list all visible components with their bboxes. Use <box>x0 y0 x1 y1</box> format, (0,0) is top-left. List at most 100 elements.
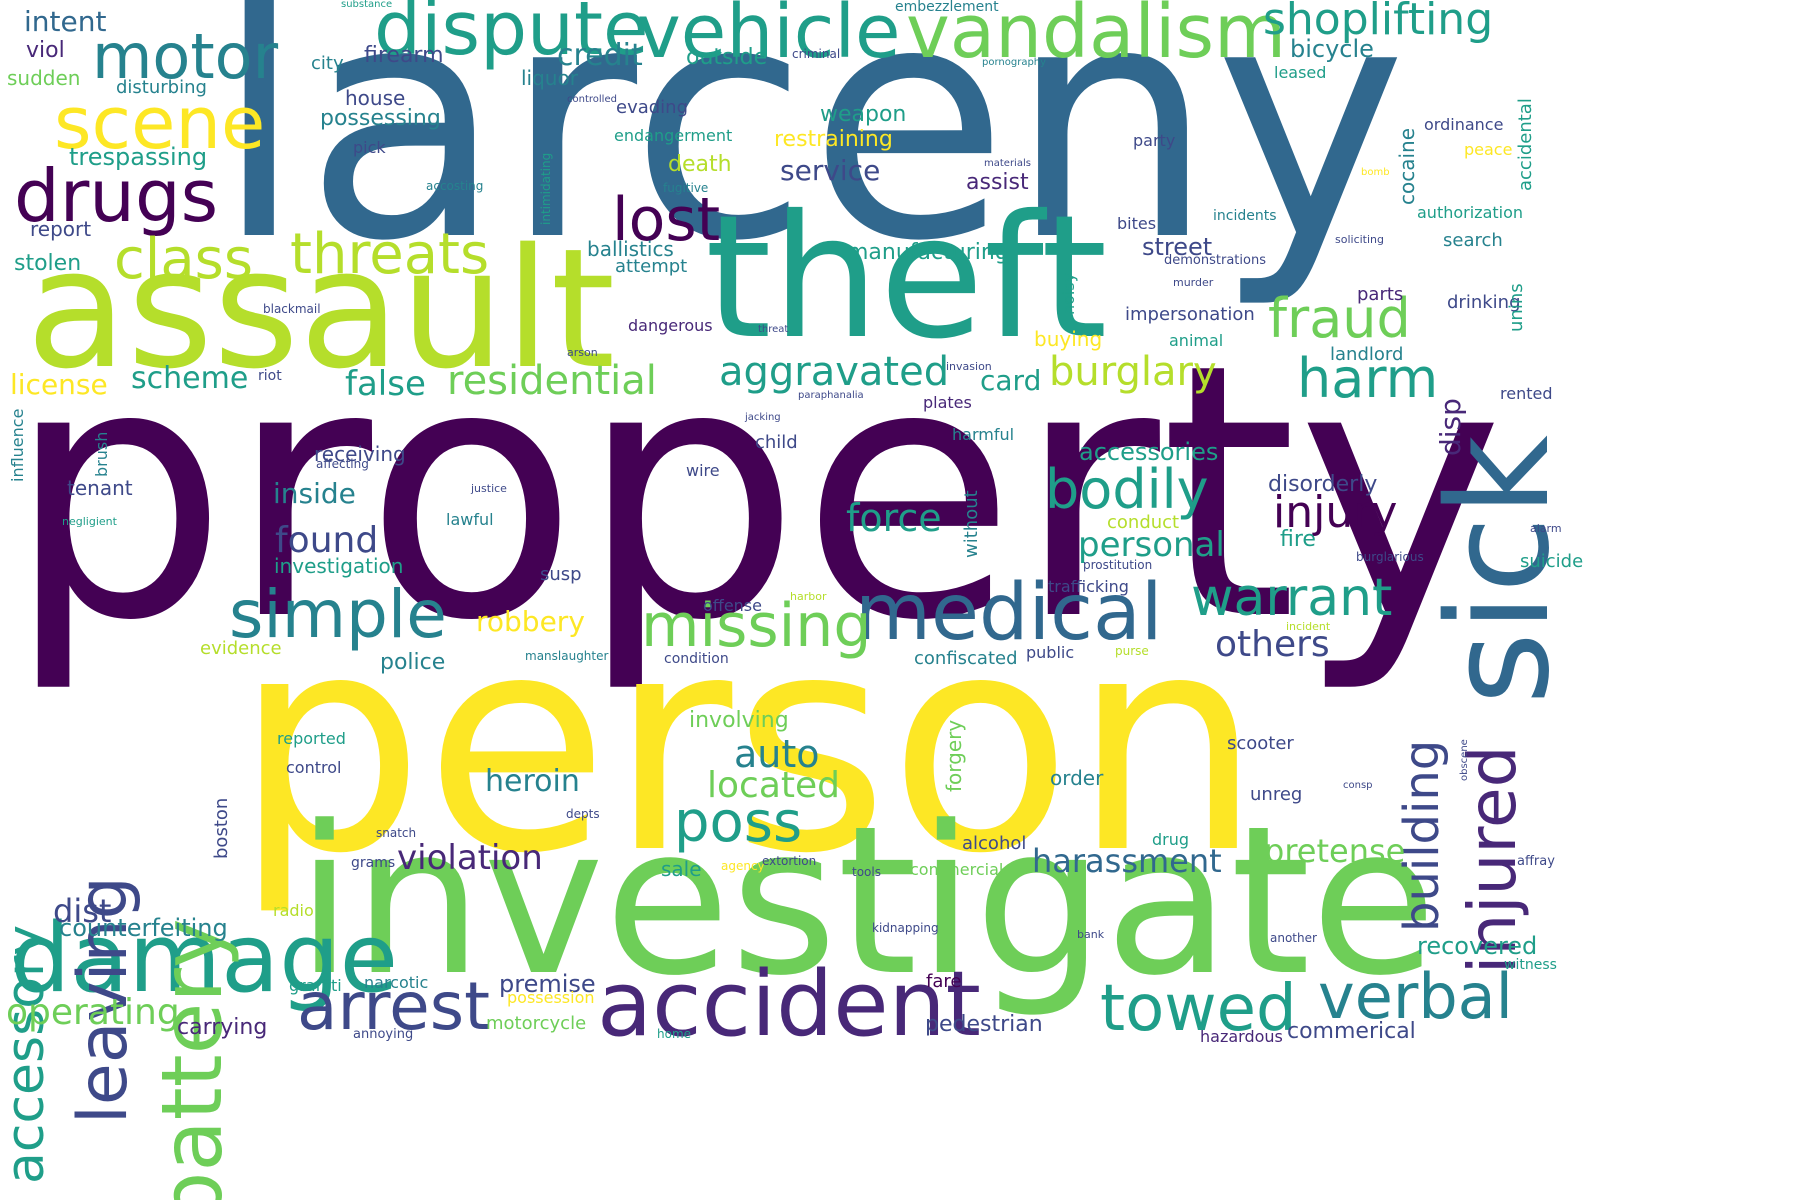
word-rented: rented <box>1500 384 1553 403</box>
word-force: force <box>846 496 942 540</box>
word-peace: peace <box>1464 140 1513 159</box>
word-demonstrations: demonstrations <box>1164 253 1266 268</box>
word-theft: theft <box>705 179 1108 377</box>
word-bomb: bomb <box>1361 167 1390 178</box>
word-heroin: heroin <box>485 764 580 799</box>
word-receiving: receiving <box>314 442 406 466</box>
word-scheme: scheme <box>131 361 249 396</box>
word-threats: threats <box>290 222 490 287</box>
word-forgery: forgery <box>942 720 966 793</box>
word-shoplifting: shoplifting <box>1263 0 1494 45</box>
word-control: control <box>286 758 342 777</box>
word-medical: medical <box>855 568 1163 658</box>
word-tools: tools <box>852 865 881 879</box>
word-recovered: recovered <box>1417 932 1538 960</box>
word-service: service <box>780 154 881 187</box>
word-prostitution: prostitution <box>1083 558 1153 572</box>
word-jacking: jacking <box>745 412 781 423</box>
word-incident: incident <box>1286 620 1331 633</box>
word-bites: bites <box>1117 214 1157 233</box>
word-class: class <box>114 227 254 292</box>
word-embezzlement: embezzlement <box>895 0 999 15</box>
word-weapon: weapon <box>820 102 907 127</box>
word-search: search <box>1443 230 1503 251</box>
word-disp: disp <box>1434 398 1467 456</box>
word-accessory: accessory <box>0 925 56 1185</box>
word-riot: riot <box>258 368 282 384</box>
word-another: another <box>1270 931 1317 945</box>
word-graffiti: graffiti <box>289 976 342 995</box>
word-investigation: investigation <box>274 554 404 578</box>
word-reported: reported <box>277 729 346 748</box>
word-involving: involving <box>689 708 789 733</box>
word-arson: arson <box>567 346 598 359</box>
word-parts: parts <box>1357 284 1404 305</box>
word-bicycle: bicycle <box>1290 35 1374 63</box>
word-dangerous: dangerous <box>628 316 713 335</box>
word-confiscated: confiscated <box>914 648 1018 669</box>
word-false: false <box>345 364 426 404</box>
word-leased: leased <box>1274 63 1327 82</box>
word-poss: poss <box>674 790 803 855</box>
word-purse: purse <box>1115 644 1149 658</box>
word-possessing: possessing <box>320 106 441 131</box>
word-dist: dist <box>53 892 112 930</box>
word-scooter: scooter <box>1227 733 1294 754</box>
word-damage: damage <box>10 904 399 1014</box>
word-counterfeiting: counterfeiting <box>59 914 228 942</box>
word-snatch: snatch <box>376 826 417 840</box>
word-order: order <box>1050 766 1104 790</box>
word-sudden: sudden <box>7 66 81 90</box>
word-impersonation: impersonation <box>1125 304 1255 325</box>
word-house: house <box>345 86 406 110</box>
word-offense: offense <box>703 596 762 615</box>
word-grams: grams <box>351 855 396 871</box>
word-burglary: burglary <box>1049 349 1217 395</box>
word-public: public <box>1026 643 1075 662</box>
word-commerical: commerical <box>1287 1019 1416 1044</box>
word-pedestrian: pedestrian <box>925 1012 1043 1037</box>
word-unreg: unreg <box>1250 784 1303 805</box>
word-dispute: dispute <box>374 0 649 72</box>
word-obscene: obscene <box>1459 739 1470 781</box>
word-burglarious: burglarious <box>1356 550 1424 564</box>
word-landlord: landlord <box>1330 344 1404 365</box>
word-attempt: attempt <box>615 256 688 277</box>
word-card: card <box>980 364 1042 397</box>
word-residential: residential <box>447 358 657 404</box>
word-authorization: authorization <box>1417 203 1524 222</box>
word-fraud: fraud <box>1268 287 1411 350</box>
word-agency: agency <box>721 859 765 873</box>
word-commercial: commercial <box>910 860 1004 879</box>
word-violation: violation <box>397 838 543 878</box>
word-battery: battery <box>143 918 241 1200</box>
word-personal: personal <box>1078 525 1225 565</box>
word-buying: buying <box>1034 327 1103 351</box>
word-incidents: incidents <box>1213 208 1277 224</box>
word-restraining: restraining <box>774 127 893 152</box>
word-pick: pick <box>353 138 386 157</box>
word-report: report <box>30 217 92 241</box>
word-annoying: annoying <box>353 1027 414 1042</box>
word-stolen: stolen <box>14 251 82 276</box>
word-warrant: warrant <box>1191 568 1393 628</box>
word-city: city <box>311 53 344 74</box>
word-fugitive: fugitive <box>663 181 709 195</box>
word-person: person <box>234 570 1263 919</box>
word-ordinance: ordinance <box>1424 115 1504 134</box>
word-lost: lost <box>612 185 721 255</box>
word-hazardous: hazardous <box>1200 1027 1283 1046</box>
word-home: home <box>657 1027 692 1041</box>
word-conduct: conduct <box>1107 512 1180 533</box>
word-towed: towed <box>1100 972 1297 1046</box>
word-child: child <box>755 432 798 453</box>
word-wire: wire <box>686 461 720 480</box>
word-arrest: arrest <box>297 968 490 1045</box>
word-evidence: evidence <box>200 638 282 659</box>
word-party: party <box>1133 131 1176 150</box>
word-fare: fare <box>926 971 962 992</box>
word-property: property <box>6 289 1505 697</box>
word-influence: influence <box>8 409 27 483</box>
word-radio: radio <box>273 901 314 920</box>
word-disturbing: disturbing <box>116 77 207 98</box>
